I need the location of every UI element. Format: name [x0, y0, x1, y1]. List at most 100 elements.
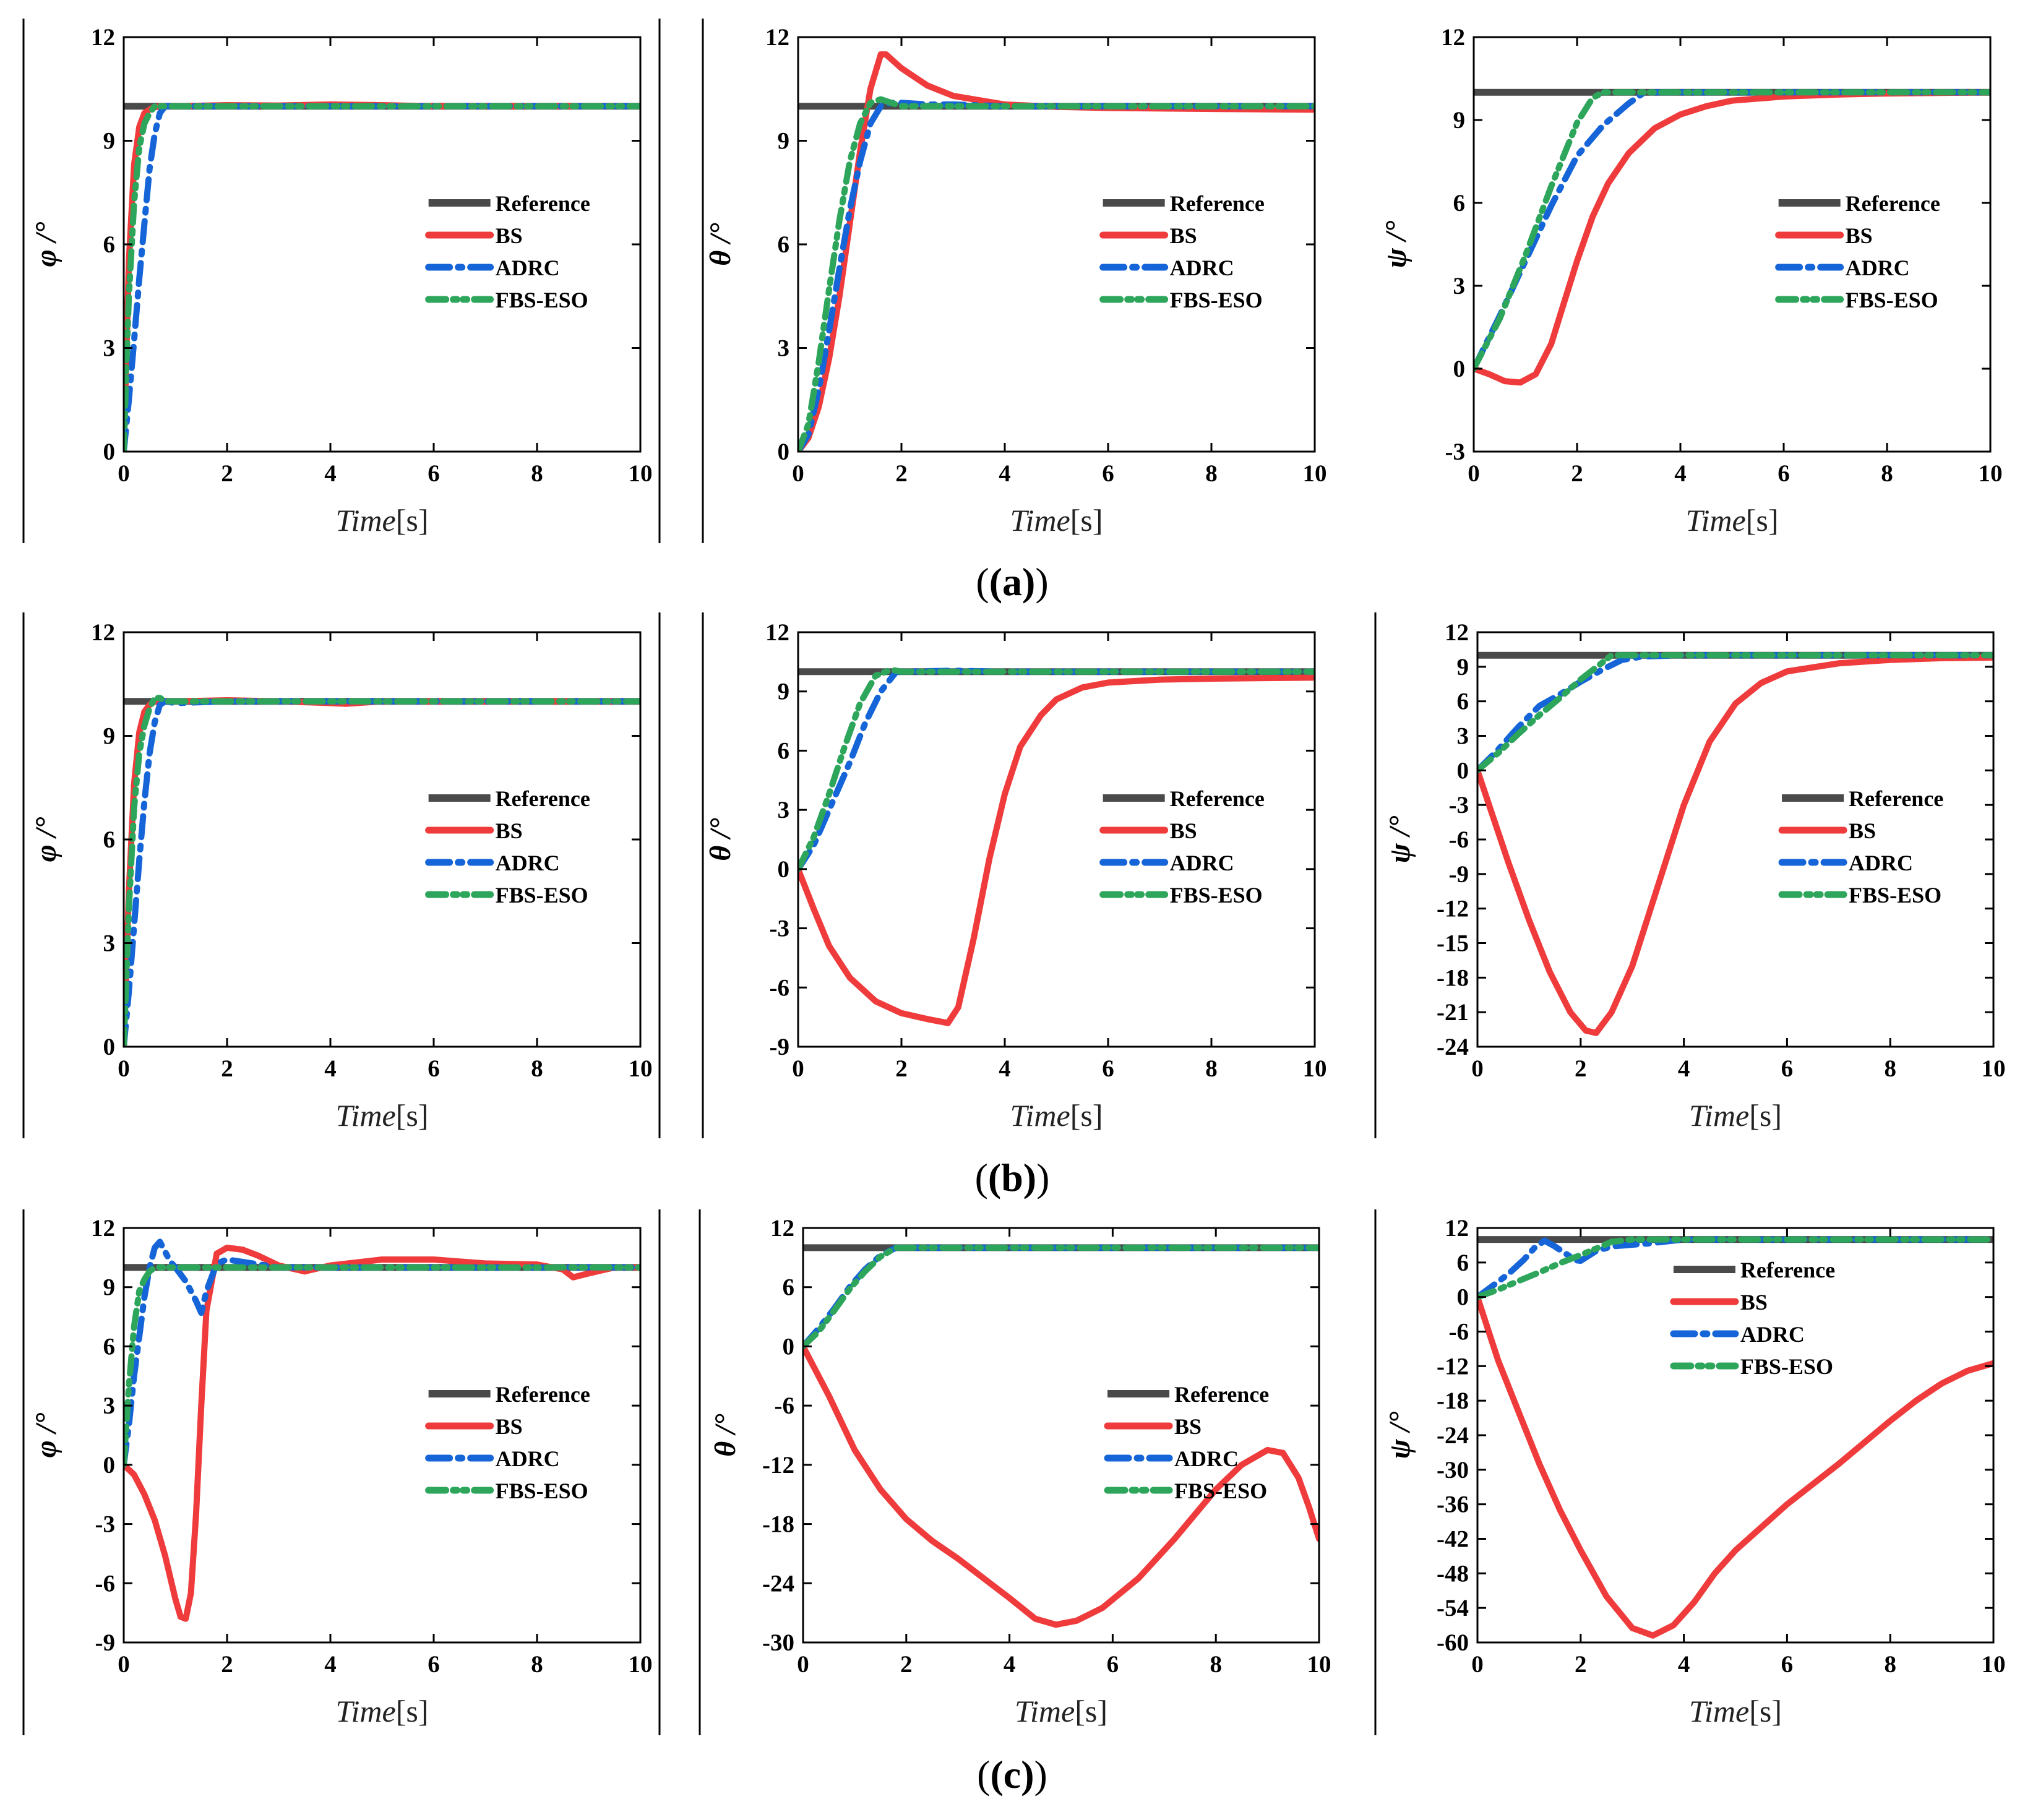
y-tick-label: 3 — [778, 335, 790, 362]
x-tick-label: 8 — [531, 460, 543, 487]
y-tick-label: 3 — [103, 335, 116, 362]
y-tick-label: 12 — [765, 24, 789, 51]
legend-label: BS — [1174, 1414, 1202, 1439]
y-tick-label: 3 — [1457, 723, 1469, 750]
plot-frame — [1473, 36, 1992, 453]
x-tick-label: 10 — [1303, 1055, 1327, 1082]
y-tick-label: -36 — [1437, 1492, 1469, 1518]
captions: ((a)) ((b)) ((c)) — [975, 560, 1050, 1796]
x-tick-label: 6 — [1781, 1055, 1794, 1082]
legend-label: ADRC — [496, 255, 560, 280]
series-line-fbseso — [1477, 652, 1993, 774]
chart-b-1: 0 2 4 6 8 10 0 3 6 9 12 φ /° Time[s] Reference BS ADRC F… — [30, 619, 653, 1133]
y-tick-label: 0 — [778, 856, 790, 883]
y-tick-label: -6 — [770, 974, 790, 1001]
y-tick-label: -24 — [762, 1570, 794, 1597]
plot-area — [803, 1244, 1319, 1628]
caption-b: ((b)) — [975, 1156, 1050, 1200]
y-tick-label: 0 — [103, 439, 116, 465]
x-tick-label: 0 — [792, 460, 804, 487]
legend-label: FBS-ESO — [496, 883, 588, 908]
y-tick-label: 12 — [1445, 619, 1469, 646]
x-tick-label: 0 — [792, 1055, 804, 1082]
legend: Reference BS ADRC FBS-ESO — [1670, 1258, 1835, 1379]
y-tick-label: 0 — [1457, 757, 1469, 784]
x-tick-label: 4 — [1678, 1651, 1690, 1678]
x-tick-label: 10 — [629, 1055, 653, 1082]
x-axis-label: Time[s] — [335, 1098, 428, 1133]
plot-area — [124, 1238, 640, 1622]
y-tick-label: 9 — [103, 1274, 116, 1301]
legend-label: Reference — [1846, 191, 1940, 216]
plot-frame — [797, 631, 1316, 1048]
chart-c-2: 0 2 4 6 8 10 -30 -24 -18 -12 -6 0 6 12 θ /° Time[s] Refe… — [709, 1215, 1331, 1728]
x-axis-label: Time[s] — [1689, 1694, 1782, 1728]
series-line-bs — [1477, 654, 1993, 1036]
y-tick-label: -6 — [1449, 1319, 1469, 1346]
series-line-fbseso — [803, 1244, 1319, 1350]
chart-c-1: 0 2 4 6 8 10 -9 -6 -3 0 3 6 9 12 φ /° Time[s] Reference B… — [30, 1215, 653, 1728]
y-tick-label: -9 — [770, 1034, 790, 1060]
legend-label: FBS-ESO — [1170, 288, 1263, 312]
y-tick-label: 6 — [1457, 689, 1469, 715]
plot-frame — [1476, 1227, 1995, 1644]
x-tick-label: 4 — [999, 460, 1011, 487]
y-tick-label: -3 — [95, 1511, 116, 1538]
x-axis-label: Time[s] — [335, 503, 428, 538]
x-tick-label: 2 — [221, 1651, 233, 1678]
y-axis-label: θ /° — [704, 818, 737, 861]
x-tick-label: 2 — [1575, 1055, 1587, 1082]
x-tick-label: 0 — [1471, 1055, 1484, 1082]
x-tick-label: 6 — [428, 1055, 440, 1082]
x-axis-label-unit: [s] — [1749, 1098, 1782, 1133]
x-tick-label: 2 — [895, 460, 908, 487]
plot-area — [798, 51, 1315, 452]
y-axis-label: φ /° — [30, 1413, 62, 1458]
x-axis-label: Time[s] — [1689, 1098, 1782, 1133]
series-line-fbseso — [798, 96, 1315, 452]
x-tick-label: 4 — [1004, 1651, 1016, 1678]
x-tick-label: 4 — [1678, 1055, 1690, 1082]
y-tick-label: 6 — [778, 231, 790, 258]
legend-label: BS — [1846, 223, 1873, 248]
series-line-adrc — [124, 103, 640, 452]
legend-label: Reference — [1170, 191, 1265, 216]
legend-label: Reference — [496, 191, 590, 216]
x-tick-label: 0 — [1468, 460, 1480, 487]
y-tick-label: -12 — [1437, 1353, 1469, 1380]
y-tick-label: -18 — [1437, 964, 1469, 991]
x-axis-label-unit: [s] — [1070, 503, 1103, 538]
series-line-fbseso — [124, 1264, 640, 1468]
y-tick-label: -6 — [775, 1393, 795, 1419]
y-axis-label: φ /° — [30, 817, 62, 862]
y-tick-label: -3 — [770, 916, 790, 942]
plot-area — [1474, 88, 1990, 386]
y-tick-label: -6 — [95, 1570, 116, 1597]
plot-area — [124, 695, 640, 1047]
y-tick-label: -3 — [1445, 439, 1466, 465]
x-axis-label-name: Time — [1689, 1098, 1749, 1133]
legend-label: Reference — [1170, 786, 1265, 811]
legend-label: Reference — [1740, 1258, 1835, 1282]
x-axis-label-unit: [s] — [1075, 1694, 1107, 1728]
x-tick-label: 0 — [118, 1651, 130, 1678]
legend-label: FBS-ESO — [1846, 288, 1938, 312]
y-tick-label: 0 — [1453, 356, 1466, 382]
x-axis-label: Time[s] — [335, 1694, 428, 1728]
series-line-bs — [124, 101, 640, 452]
y-tick-label: 0 — [778, 439, 790, 465]
legend-label: FBS-ESO — [496, 288, 588, 312]
y-tick-label: 3 — [103, 930, 116, 957]
plot-frame — [123, 631, 642, 1048]
x-tick-label: 4 — [324, 1651, 337, 1678]
legend-label: BS — [1849, 818, 1876, 843]
x-tick-label: 8 — [531, 1055, 543, 1082]
legend: Reference BS ADRC FBS-ESO — [425, 191, 590, 312]
legend: Reference BS ADRC FBS-ESO — [1104, 1382, 1269, 1503]
x-axis-label: Time[s] — [1010, 1098, 1103, 1133]
y-tick-label: 3 — [103, 1393, 116, 1419]
y-tick-label: -9 — [95, 1629, 116, 1656]
x-axis-label-name: Time — [335, 1098, 395, 1133]
